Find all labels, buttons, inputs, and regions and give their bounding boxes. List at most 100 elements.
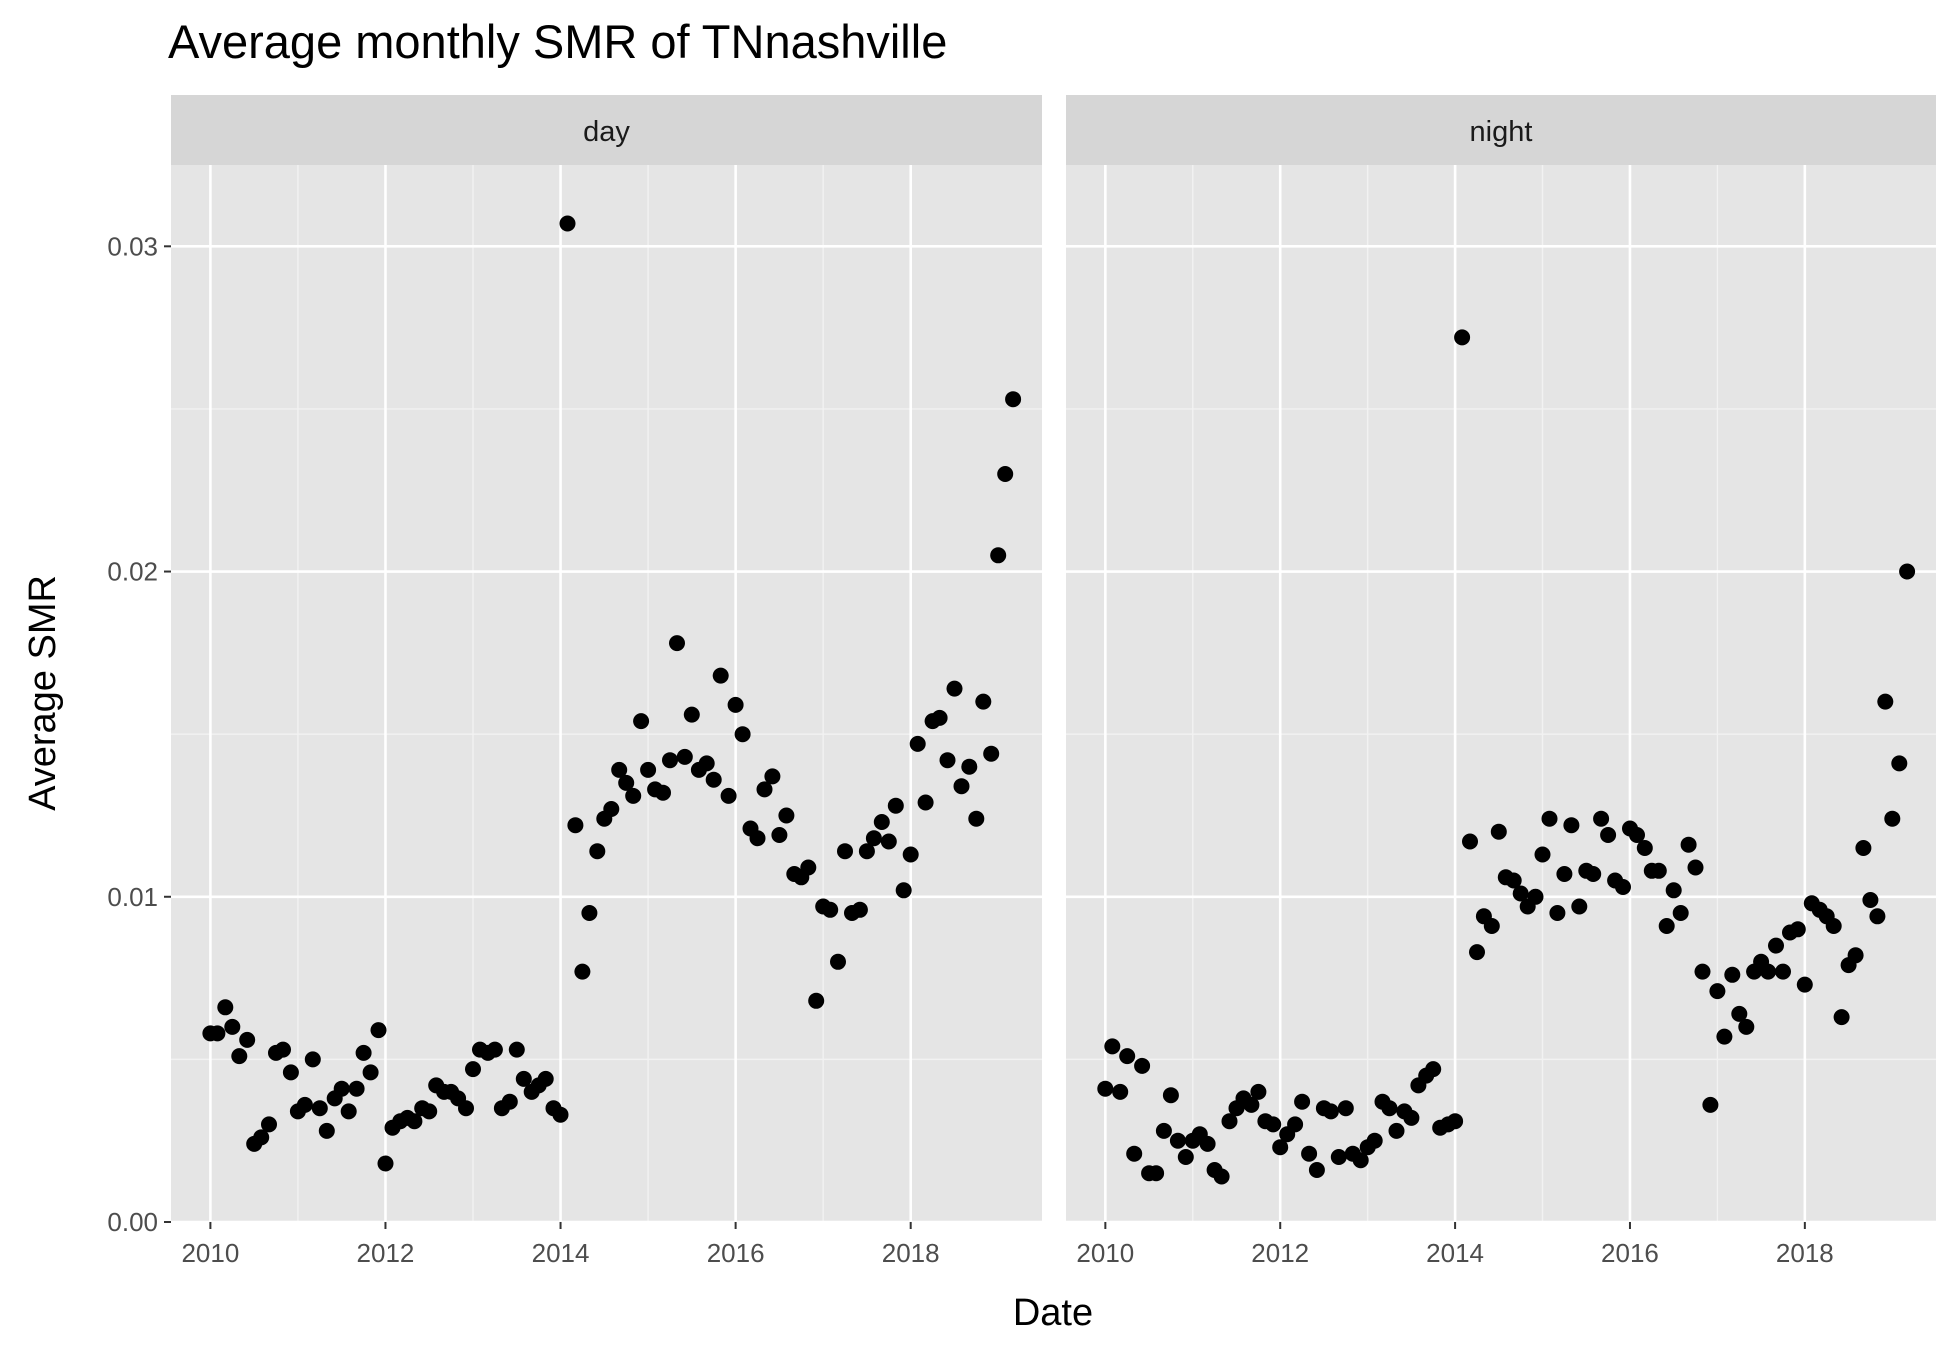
- data-point: [217, 999, 234, 1016]
- data-point: [1833, 1009, 1850, 1026]
- data-point: [1593, 810, 1610, 827]
- data-point: [669, 635, 685, 652]
- data-point: [362, 1064, 379, 1081]
- x-tick-label: 2014: [532, 1238, 590, 1268]
- data-point: [1855, 840, 1872, 856]
- data-point: [1134, 1057, 1151, 1074]
- data-point: [975, 693, 992, 710]
- plot-area-night: [1066, 165, 1936, 1222]
- data-point: [1425, 1061, 1442, 1078]
- data-point: [574, 963, 591, 980]
- data-point: [902, 846, 919, 863]
- data-point: [1615, 879, 1631, 895]
- data-point: [640, 761, 657, 778]
- data-point: [749, 830, 766, 847]
- data-point: [231, 1048, 248, 1065]
- data-point: [348, 1080, 365, 1097]
- data-point: [458, 1100, 474, 1117]
- data-point: [625, 787, 642, 804]
- data-point: [1308, 1162, 1325, 1178]
- data-point: [1322, 1103, 1339, 1120]
- panel-day: day: [171, 95, 1042, 1224]
- y-tick-label: 0.00: [107, 1207, 158, 1237]
- data-point: [1294, 1093, 1311, 1110]
- data-point: [1600, 827, 1617, 843]
- data-point: [1469, 944, 1485, 961]
- data-point: [771, 827, 788, 843]
- y-axis-title: Average SMR: [22, 575, 64, 811]
- x-tick-label: 2016: [707, 1238, 765, 1268]
- data-point: [1716, 1028, 1733, 1045]
- data-point: [282, 1064, 299, 1081]
- panel-night: night: [1066, 95, 1936, 1224]
- data-point: [778, 807, 795, 824]
- x-tick-label: 2016: [1601, 1238, 1659, 1268]
- data-point: [1287, 1116, 1304, 1133]
- data-point: [1847, 947, 1864, 964]
- data-point: [1250, 1083, 1267, 1100]
- data-point: [946, 680, 963, 697]
- data-point: [1097, 1080, 1114, 1097]
- data-point: [1454, 329, 1471, 346]
- data-point: [1665, 882, 1682, 899]
- data-point: [209, 1025, 226, 1042]
- data-point: [800, 859, 817, 876]
- data-point: [880, 833, 897, 850]
- x-tick-label: 2010: [181, 1238, 239, 1268]
- data-point: [683, 706, 700, 723]
- data-point: [1636, 840, 1653, 856]
- data-point: [340, 1103, 357, 1120]
- data-point: [931, 709, 948, 726]
- data-point: [895, 882, 912, 899]
- data-point: [508, 1041, 525, 1058]
- data-point: [633, 713, 650, 730]
- gridlines-day: [171, 165, 1042, 1224]
- data-point: [275, 1041, 291, 1058]
- data-point: [370, 1022, 387, 1039]
- data-point: [1512, 885, 1529, 902]
- data-point: [1899, 563, 1916, 580]
- x-tick-label: 2012: [1251, 1238, 1309, 1268]
- data-point: [1199, 1135, 1216, 1152]
- data-point: [1447, 1113, 1464, 1130]
- data-point: [1724, 966, 1741, 983]
- data-point: [304, 1051, 321, 1068]
- data-point: [406, 1113, 423, 1130]
- x-tick-label: 2010: [1076, 1238, 1134, 1268]
- points-day: [202, 215, 1022, 1172]
- data-point: [1556, 866, 1573, 882]
- x-tick-label: 2018: [882, 1238, 940, 1268]
- x-tick-label: 2012: [357, 1238, 415, 1268]
- data-point: [421, 1103, 438, 1120]
- data-point: [1672, 905, 1689, 921]
- data-point: [830, 953, 846, 970]
- data-point: [1563, 817, 1580, 834]
- data-point: [764, 768, 781, 785]
- data-point: [968, 810, 985, 827]
- data-point: [1213, 1168, 1230, 1185]
- data-point: [1352, 1152, 1369, 1169]
- strip-label-night: night: [1470, 116, 1533, 148]
- data-point: [1162, 1087, 1179, 1104]
- data-point: [611, 761, 628, 778]
- data-point: [1243, 1096, 1260, 1113]
- data-point: [318, 1122, 335, 1139]
- data-point: [567, 817, 584, 834]
- data-point: [1505, 872, 1522, 889]
- data-point: [1265, 1116, 1282, 1133]
- data-point: [676, 748, 693, 765]
- data-point: [224, 1018, 241, 1035]
- data-point: [1005, 391, 1022, 408]
- data-point: [1891, 755, 1908, 772]
- chart-title: Average monthly SMR of TNnashville: [168, 15, 947, 68]
- y-tick-label: 0.01: [107, 882, 158, 912]
- data-point: [858, 843, 875, 860]
- data-point: [1571, 898, 1588, 915]
- data-point: [465, 1061, 481, 1078]
- data-point: [1877, 693, 1894, 710]
- points-night: [1097, 329, 1916, 1185]
- data-point: [1789, 921, 1806, 938]
- data-point: [253, 1129, 270, 1146]
- data-point: [1869, 908, 1886, 925]
- data-point: [1687, 859, 1704, 876]
